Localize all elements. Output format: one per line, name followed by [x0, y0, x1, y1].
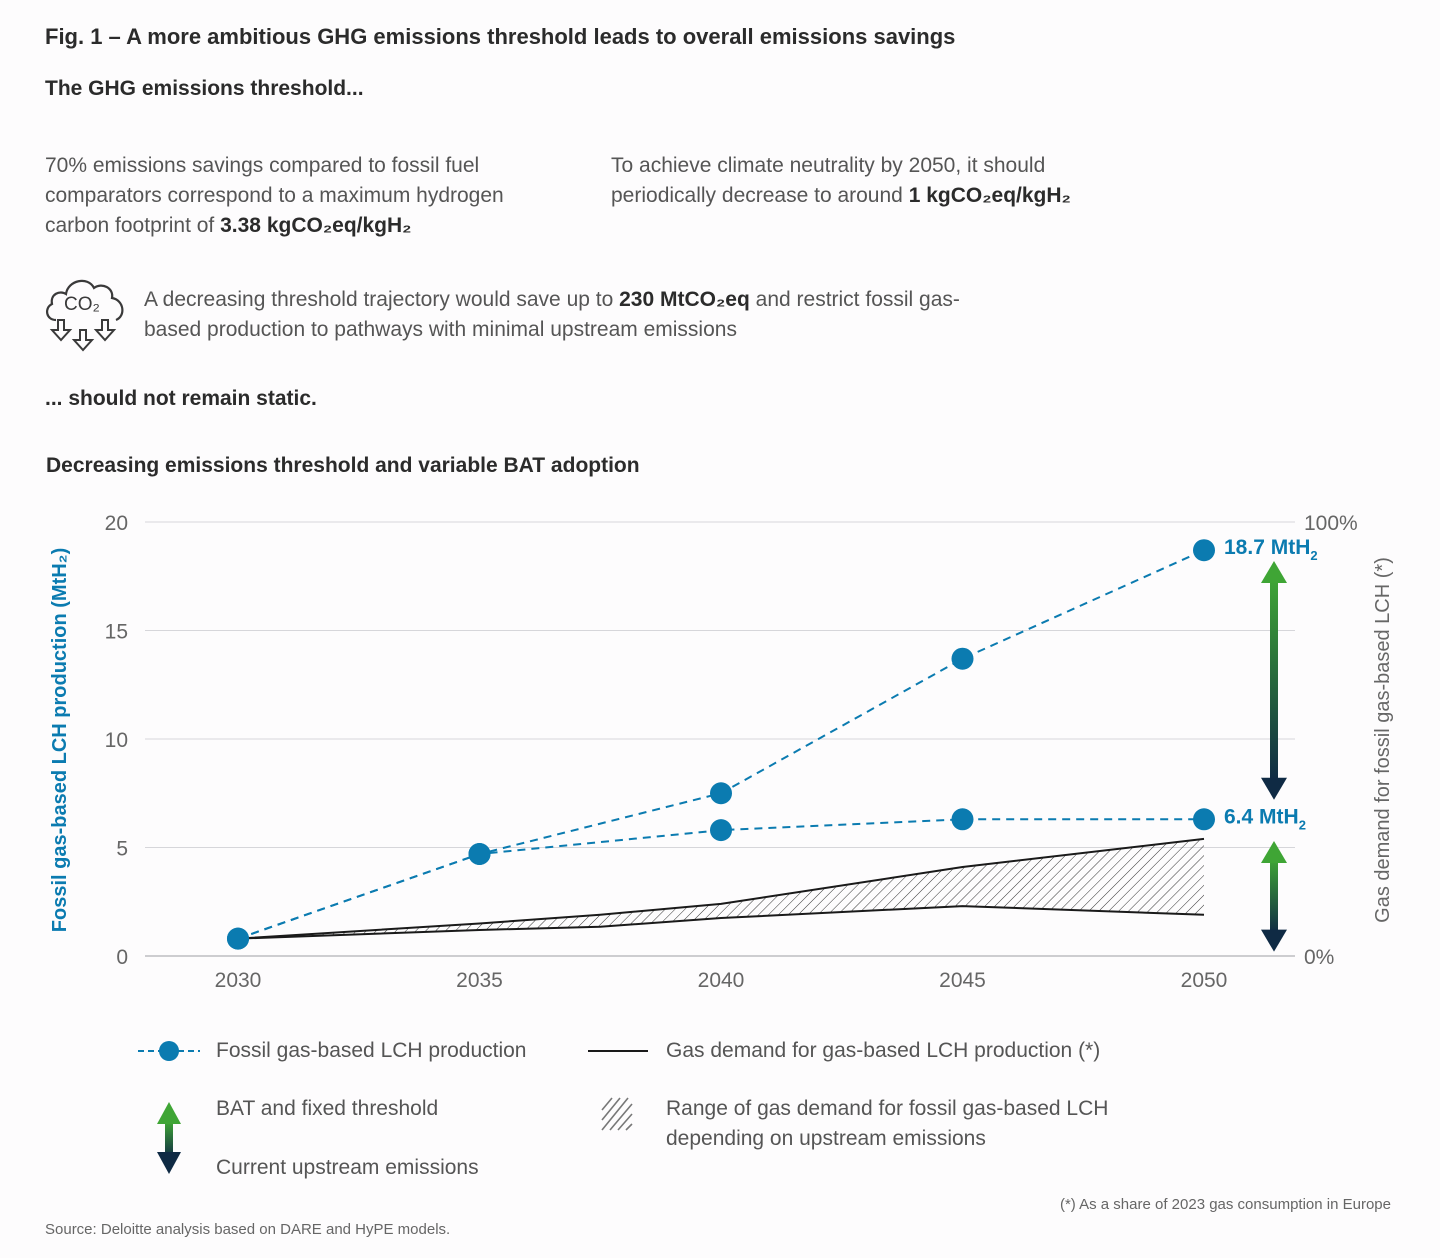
y-tick-label: 5: [116, 838, 128, 861]
series-2-end-label: 6.4 MtH2: [1224, 805, 1306, 832]
legend-label-gas-demand: Gas demand for gas-based LCH production …: [666, 1039, 1101, 1062]
series-1-point: [951, 647, 974, 670]
chart-title: Decreasing emissions threshold and varia…: [46, 454, 640, 477]
right-text-plain: To achieve climate neutrality by 2050, i…: [611, 154, 1046, 207]
arrow-up-head: [1261, 561, 1287, 584]
y-axis-label-left: Fossil gas-based LCH production (MtH₂): [49, 548, 71, 932]
savings-text-before: A decreasing threshold trajectory would …: [144, 288, 620, 311]
y-tick-label: 20: [105, 512, 128, 535]
savings-text-after: and restrict fossil gas-based production…: [144, 288, 960, 341]
legend-icon-hatch: [601, 1097, 633, 1131]
x-tick-label: 2030: [215, 969, 262, 992]
x-tick-label: 2040: [698, 969, 745, 992]
gas-demand-lower-line: [237, 905, 1205, 940]
source-note: Source: Deloitte analysis based on DARE …: [45, 1221, 451, 1238]
double-arrow-shaft: [1270, 858, 1278, 934]
left-threshold-text: 70% emissions savings compared to fossil…: [45, 151, 565, 241]
series-2-point: [951, 808, 974, 831]
series-2-point: [227, 927, 249, 950]
series-2-point: [710, 819, 732, 842]
left-text-bold: 3.38 kgCO₂eq/kgH₂: [220, 214, 412, 237]
x-tick-label: 2035: [456, 969, 503, 992]
y-tick-label: 15: [105, 621, 128, 644]
series-line-2: [237, 818, 1204, 940]
y-axis-label-right: Gas demand for fossil gas-based LCH (*): [1372, 557, 1394, 923]
arrow-up-head: [1261, 840, 1287, 863]
series-1-point: [1193, 539, 1215, 562]
legend-label-bat: BAT and fixed threshold: [216, 1097, 439, 1120]
savings-text-bold: 230 MtCO₂eq: [619, 288, 750, 311]
y-right-tick-label: 100%: [1304, 512, 1358, 535]
series-1-point: [710, 782, 732, 805]
savings-text: A decreasing threshold trajectory would …: [144, 285, 974, 345]
legend-label-production: Fossil gas-based LCH production: [216, 1039, 527, 1062]
outro-heading: ... should not remain static.: [45, 387, 317, 410]
series-2-point: [1193, 808, 1215, 831]
right-text-bold: 1 kgCO₂eq/kgH₂: [908, 184, 1071, 207]
range-band-hatch: [238, 838, 1204, 939]
series-2-point: [468, 843, 491, 866]
x-tick-label: 2050: [1181, 969, 1228, 992]
legend-icon-dashed-marker: [138, 1041, 200, 1061]
arrow-down-head: [1261, 929, 1287, 952]
legend-label-current-upstream: Current upstream emissions: [216, 1156, 479, 1179]
figure-title: Fig. 1 – A more ambitious GHG emissions …: [45, 24, 956, 49]
co2-cloud-down-arrows-icon: CO₂: [46, 279, 124, 352]
series-1-end-label: 18.7 MtH2: [1224, 536, 1318, 563]
x-tick-label: 2045: [939, 969, 986, 992]
co2-icon-label: CO₂: [64, 294, 100, 315]
double-arrow-shaft: [1270, 579, 1278, 782]
left-text-plain: 70% emissions savings compared to fossil…: [45, 154, 504, 237]
arrow-down-head: [1261, 777, 1287, 800]
gas-demand-upper-line: [237, 837, 1205, 940]
y-tick-label: 0: [116, 946, 128, 969]
right-threshold-text: To achieve climate neutrality by 2050, i…: [611, 151, 1111, 211]
legend-icon-solid-line: [588, 1050, 648, 1052]
y-tick-label: 10: [105, 729, 128, 752]
legend-icon-double-arrow: [157, 1102, 181, 1174]
legend-label-range: Range of gas demand for fossil gas-based…: [666, 1097, 1109, 1150]
y-right-tick-label: 0%: [1304, 946, 1334, 969]
footnote: (*) As a share of 2023 gas consumption i…: [1059, 1196, 1391, 1213]
intro-heading: The GHG emissions threshold...: [45, 77, 364, 100]
